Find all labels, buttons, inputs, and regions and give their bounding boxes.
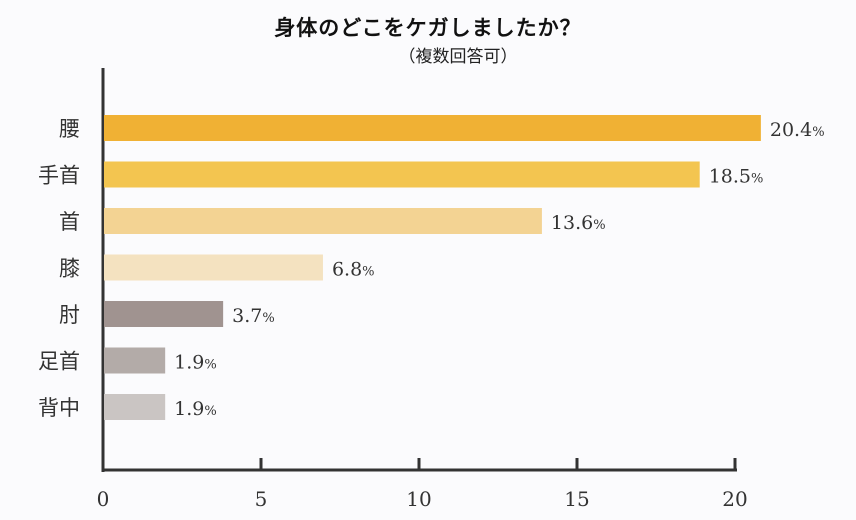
- percent-sign: %: [362, 265, 374, 280]
- x-tick-label: 0: [97, 487, 110, 511]
- x-tick-label: 10: [406, 487, 431, 511]
- percent-sign: %: [262, 311, 274, 326]
- category-label: 足首: [38, 350, 80, 374]
- bar: [104, 115, 761, 141]
- category-label: 手首: [38, 164, 80, 188]
- bar: [104, 394, 166, 420]
- x-tick-label: 15: [564, 487, 589, 511]
- percent-sign: %: [204, 358, 216, 373]
- bar: [104, 161, 700, 188]
- value-label: 1.9%: [174, 352, 217, 374]
- value-label: 18.5%: [709, 166, 764, 188]
- percent-sign: %: [204, 404, 216, 419]
- category-label: 首: [59, 210, 80, 234]
- category-label: 肘: [59, 303, 80, 327]
- percent-sign: %: [751, 172, 763, 187]
- bar: [104, 301, 224, 327]
- category-label: 腰: [59, 117, 80, 141]
- category-label: 背中: [38, 396, 80, 420]
- value-label: 1.9%: [174, 398, 217, 420]
- value-label: 13.6%: [551, 212, 606, 234]
- value-label: 20.4%: [770, 119, 825, 141]
- percent-sign: %: [593, 218, 605, 233]
- chart-title: 身体のどこをケガしましたか？: [274, 16, 582, 40]
- category-label: 膝: [59, 257, 80, 281]
- bar: [104, 254, 323, 281]
- value-label: 3.7%: [232, 305, 275, 327]
- x-tick-label: 5: [255, 487, 268, 511]
- value-label: 6.8%: [332, 259, 375, 281]
- bar: [104, 208, 542, 234]
- x-tick-label: 20: [722, 487, 747, 511]
- chart-subtitle: （複数回答可）: [398, 47, 518, 67]
- percent-sign: %: [812, 125, 824, 140]
- bar: [104, 347, 166, 374]
